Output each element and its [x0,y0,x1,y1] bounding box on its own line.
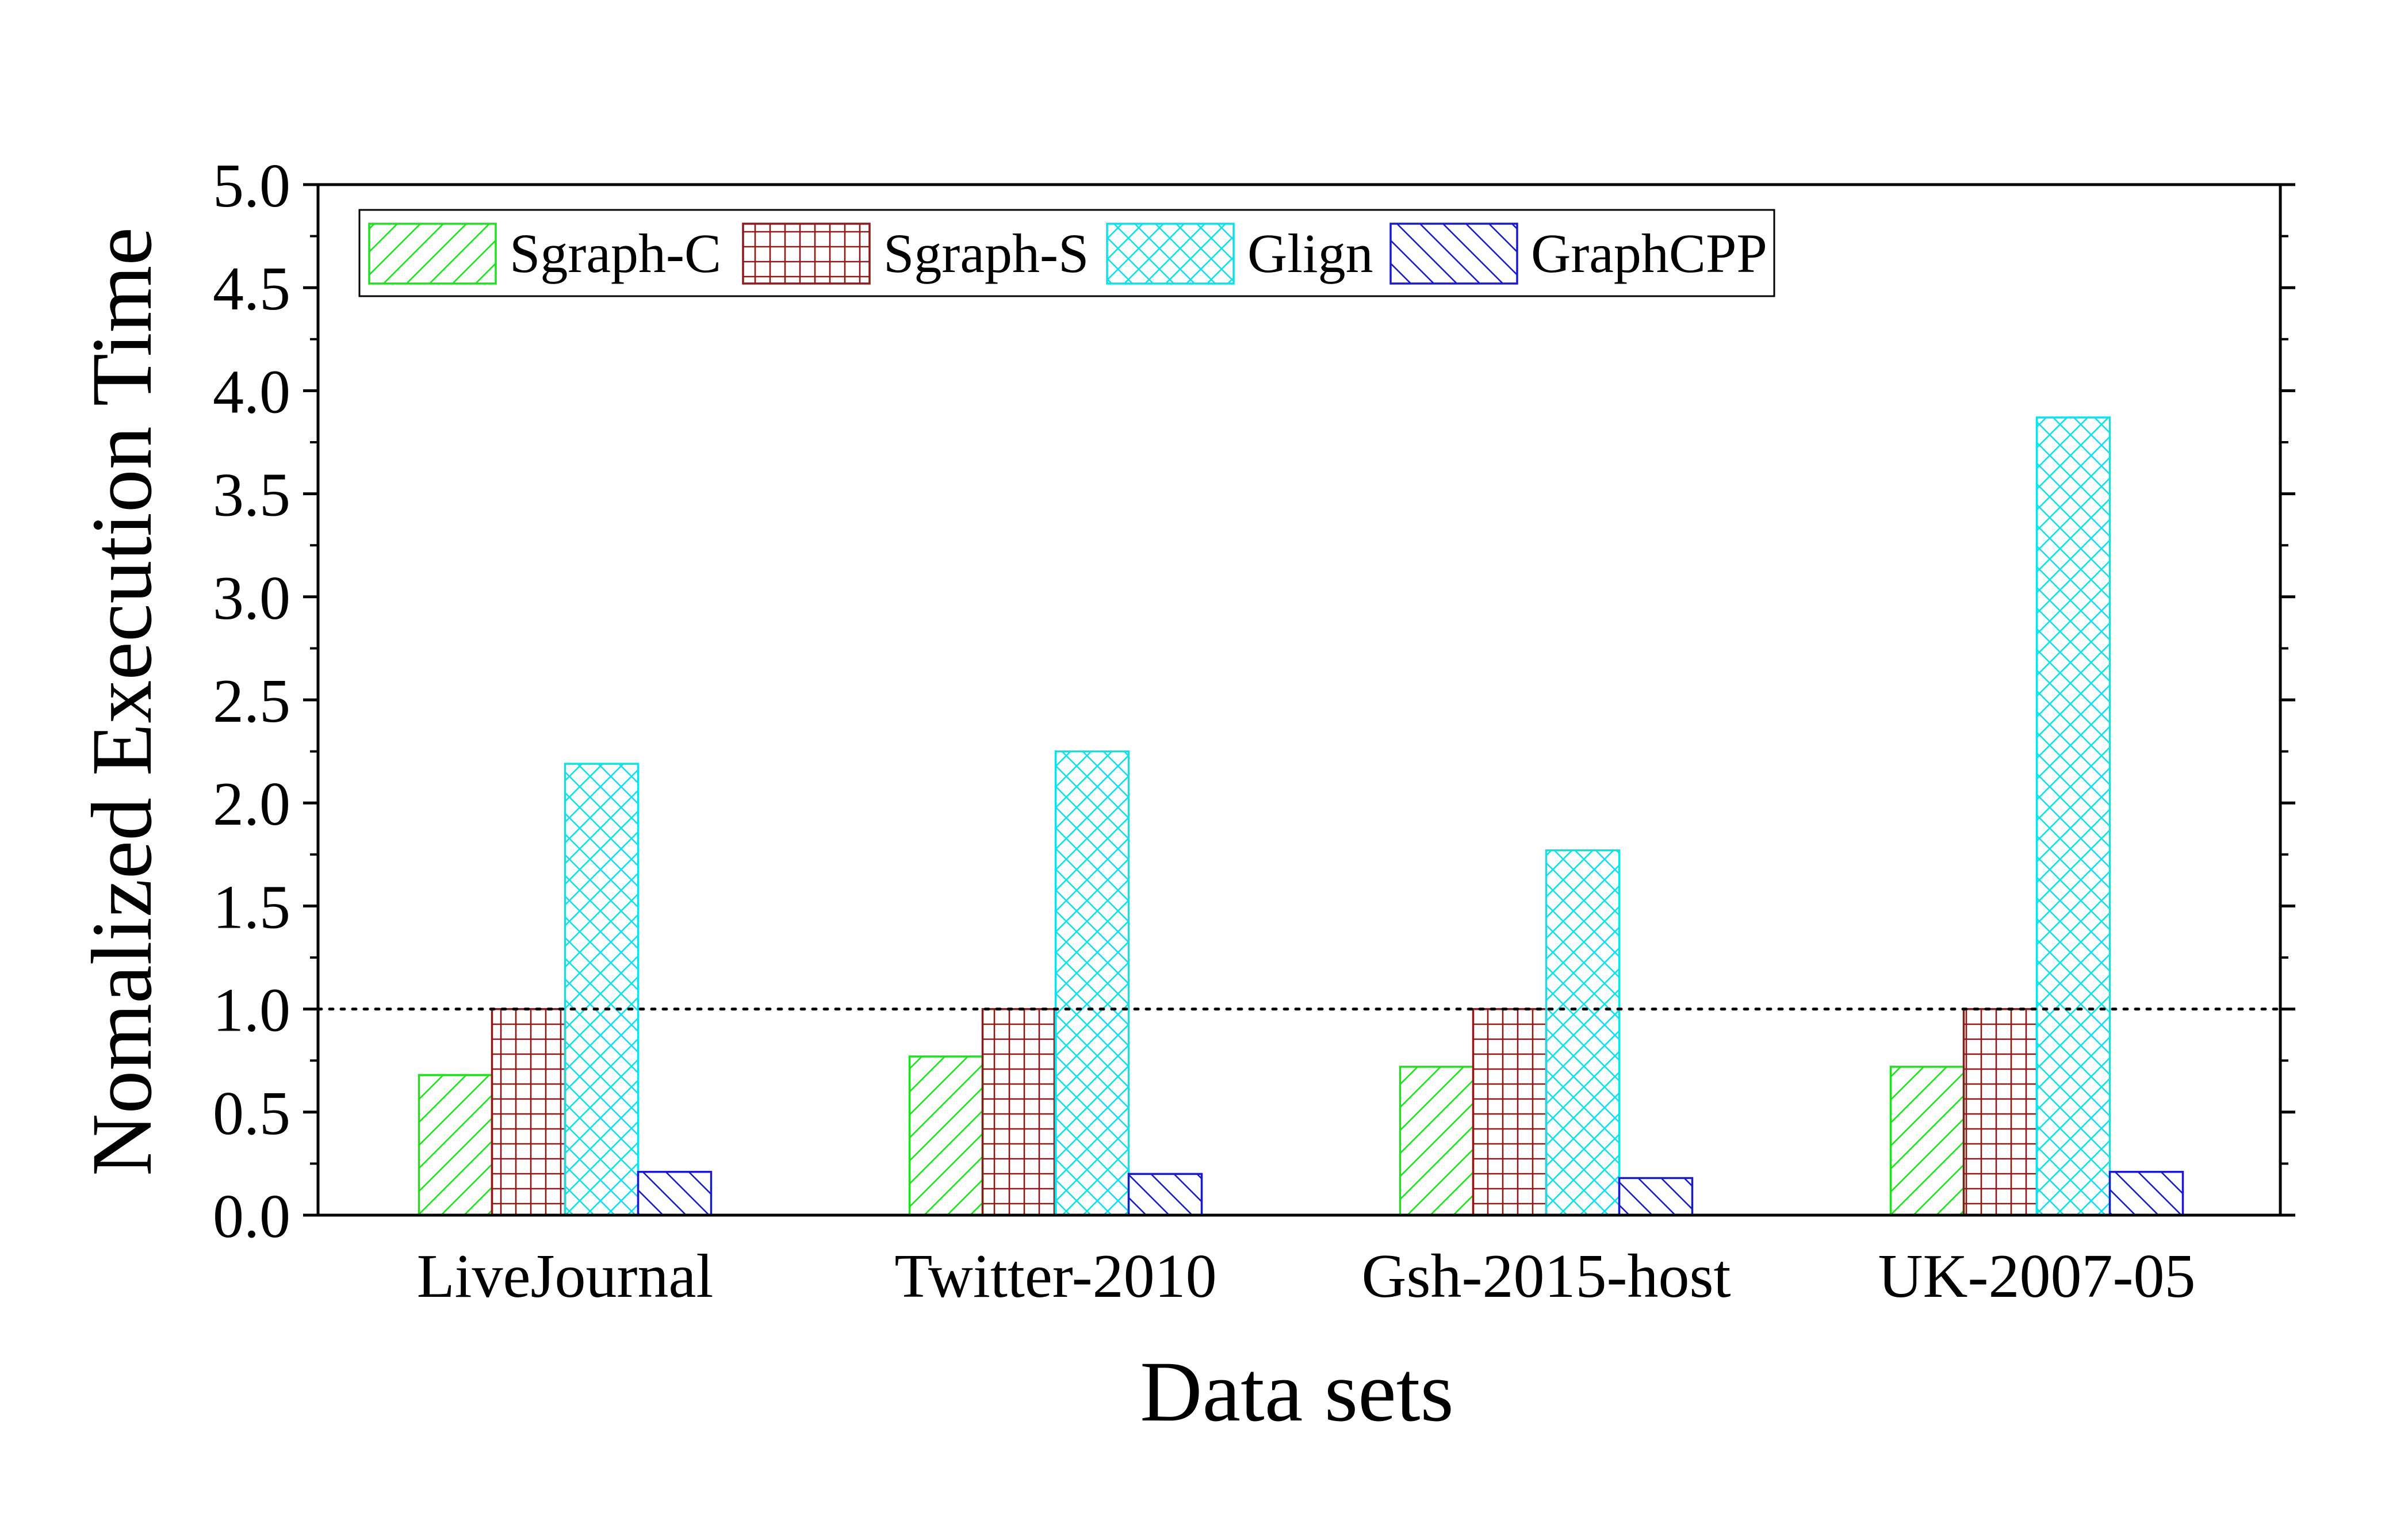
bar-sgraph-s-gsh-2015-host [1472,1008,1548,1216]
y-tick-label: 2.5 [213,667,290,736]
y-axis-title: Nomalized Execution Time [74,227,170,1176]
legend-label-glign: Glign [1247,223,1373,284]
legend-swatch-glign [1106,223,1235,285]
x-axis-title: Data sets [1140,1344,1454,1439]
legend-swatch-graphcpp [1389,223,1518,285]
bar-sgraph-c-livejournal [418,1074,493,1216]
bar-glign-uk-2007-05 [2035,416,2111,1216]
y-tick-label: 1.0 [213,976,290,1045]
bar-sgraph-c-uk-2007-05 [1889,1066,1965,1216]
bar-sgraph-s-twitter-2010 [981,1008,1057,1216]
legend: Sgraph-C Sgraph-S Glign GraphCPP [358,209,1775,297]
bar-glign-twitter-2010 [1054,750,1130,1216]
y-tick-label: 2.0 [213,770,290,838]
y-tick-label: 3.0 [213,564,290,633]
y-tick-label: 5.0 [213,152,290,220]
bar-graphcpp-livejournal [637,1170,713,1216]
x-tick-label: LiveJournal [417,1242,714,1311]
x-tick-label: UK-2007-05 [1878,1242,2196,1311]
bar-sgraph-s-uk-2007-05 [1962,1008,2038,1216]
y-tick-label: 0.5 [213,1079,290,1148]
y-tick-label: 4.0 [213,358,290,426]
bar-sgraph-c-gsh-2015-host [1399,1066,1475,1216]
bar-glign-gsh-2015-host [1545,849,1621,1216]
axes-layer: 0.0 0.5 1.0 1.5 2.0 2.5 3.0 3.5 4.0 4.5 5.0 LiveJou… [213,152,2295,1311]
x-tick-label: Twitter-2010 [894,1242,1216,1311]
legend-swatch-sgraph-s [742,223,871,285]
legend-box [358,209,1775,297]
bar-graphcpp-gsh-2015-host [1618,1177,1694,1216]
y-tick-label: 3.5 [213,461,290,530]
bar-graphcpp-uk-2007-05 [2108,1170,2184,1216]
x-tick-label: Gsh-2015-host [1362,1242,1731,1311]
bars-layer [418,416,2184,1216]
y-tick-label: 0.0 [213,1182,290,1251]
y-tick-label: 1.5 [213,873,290,941]
legend-swatch-sgraph-c [368,223,497,285]
bar-graphcpp-twitter-2010 [1127,1173,1203,1216]
y-tick-label: 4.5 [213,255,290,323]
bar-sgraph-c-twitter-2010 [908,1055,984,1216]
legend-label-sgraph-c: Sgraph-C [510,223,721,284]
bar-glign-livejournal [564,763,640,1216]
bar-sgraph-s-livejournal [491,1008,566,1216]
legend-label-graphcpp: GraphCPP [1531,223,1767,284]
legend-label-sgraph-s: Sgraph-S [883,223,1089,284]
